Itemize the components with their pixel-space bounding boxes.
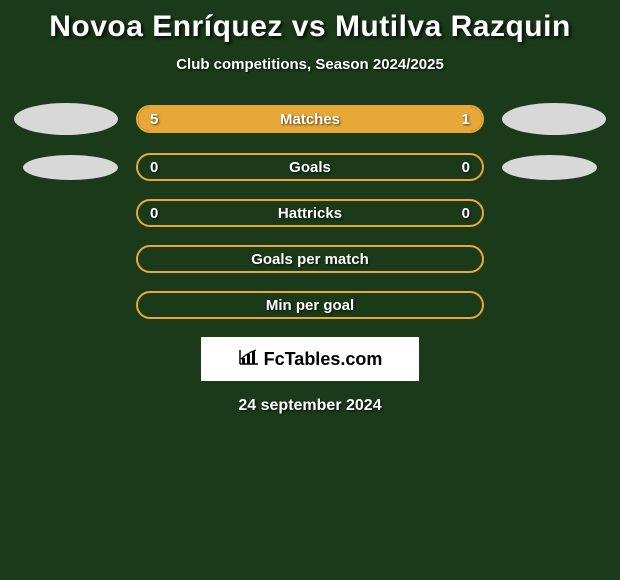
stat-row: 00Hattricks (0, 199, 620, 227)
page-subtitle: Club competitions, Season 2024/2025 (0, 56, 620, 73)
stat-label: Min per goal (138, 297, 482, 314)
player-left-shape (23, 155, 118, 180)
stat-bar: 00Goals (136, 153, 484, 181)
logo-text: FcTables.com (264, 349, 383, 370)
stat-bar: 00Hattricks (136, 199, 484, 227)
page-title: Novoa Enríquez vs Mutilva Razquin (0, 10, 620, 44)
stat-label: Goals per match (138, 251, 482, 268)
stat-row: Min per goal (0, 291, 620, 319)
player-right-shape (502, 155, 597, 180)
stat-row: 51Matches (0, 103, 620, 135)
stat-row: Goals per match (0, 245, 620, 273)
player-right-shape (502, 103, 606, 135)
stat-label: Matches (138, 111, 482, 128)
stats-rows: 51Matches 00Goals 00Hattricks Goals per mat… (0, 103, 620, 319)
comparison-infographic: Novoa Enríquez vs Mutilva Razquin Club c… (0, 0, 620, 415)
player-left-shape (14, 103, 118, 135)
chart-icon (238, 348, 260, 371)
logo: FcTables.com (238, 348, 383, 371)
date-text: 24 september 2024 (0, 397, 620, 415)
stat-bar: Min per goal (136, 291, 484, 319)
stat-label: Hattricks (138, 205, 482, 222)
stat-bar: 51Matches (136, 105, 484, 133)
logo-box: FcTables.com (201, 337, 419, 381)
stat-row: 00Goals (0, 153, 620, 181)
stat-label: Goals (138, 159, 482, 176)
stat-bar: Goals per match (136, 245, 484, 273)
